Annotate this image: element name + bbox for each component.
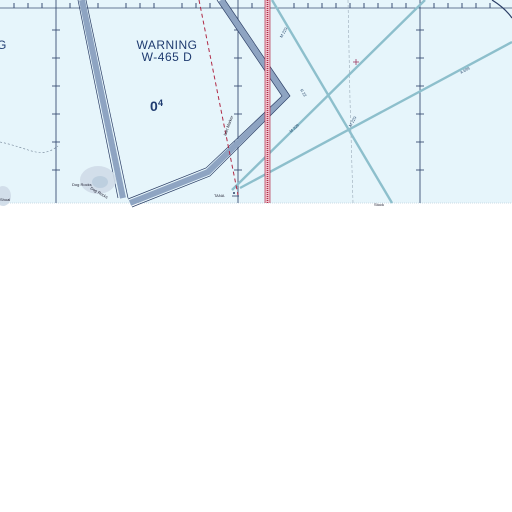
max-elevation-minor: 4 [158, 98, 163, 108]
boundary-curve [491, 0, 512, 19]
warning-area-boundary-edge [127, 0, 291, 208]
graticule [55, 0, 421, 203]
adiz-dashed-line [198, 0, 239, 196]
warning-area-corridor-edge [77, 0, 129, 199]
warning-area-corridor [79, 0, 126, 199]
warning-area-boundary [128, 0, 290, 206]
adiz-hatched-boundary [264, 0, 271, 203]
airway-ne-2 [239, 40, 512, 190]
label-shoal: Shoal [0, 197, 10, 202]
label-tana: TANA [214, 193, 225, 198]
label-dog-rocks: Dog Rocks [72, 182, 92, 187]
airport-tick [353, 59, 359, 65]
route-label-d: M 229 [348, 115, 358, 128]
warning-title: WARNING [136, 38, 197, 52]
route-label-e: R 22 [299, 88, 308, 98]
airway-nw [270, 0, 394, 204]
sector-dash-line [347, 0, 354, 204]
label-stock: Stock [374, 202, 384, 207]
airways [231, 0, 512, 204]
warning-partial-label: G [0, 38, 7, 52]
island-dog-rocks [80, 166, 116, 194]
route-label-a: M 229 [279, 26, 289, 39]
island-west [0, 186, 11, 206]
route-label-c: A 699 [459, 65, 471, 75]
max-elevation-major: 0 [150, 98, 158, 114]
route-label-b: M 329 [288, 122, 300, 134]
warning-designation: W-465 D [142, 50, 193, 64]
water-area [0, 0, 512, 203]
tana-marker [232, 192, 239, 197]
